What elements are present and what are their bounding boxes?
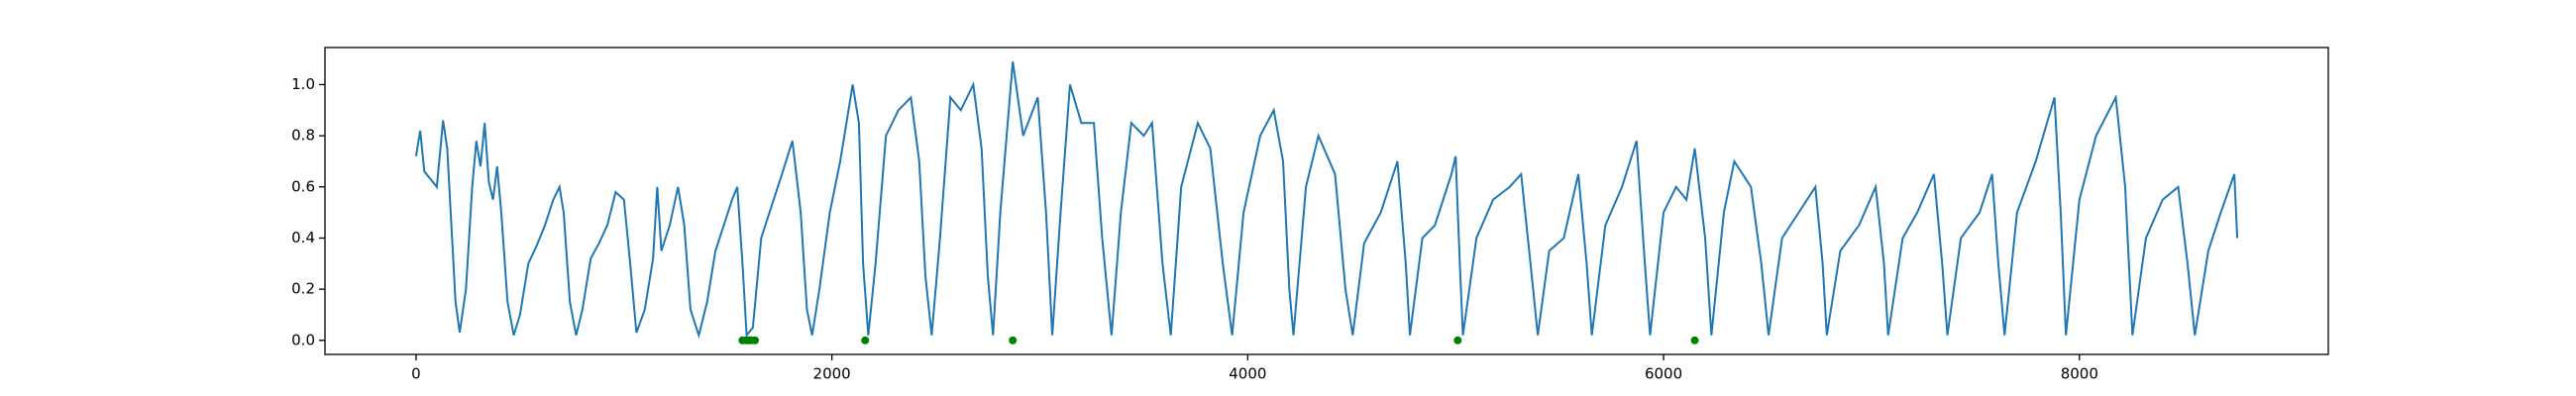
x-tick-label: 0	[411, 365, 421, 383]
x-tick-label: 8000	[2061, 365, 2098, 383]
y-tick-label: 0.6	[291, 177, 315, 195]
data-point	[1009, 336, 1018, 345]
data-point	[861, 336, 870, 345]
x-tick-label: 2000	[813, 365, 851, 383]
data-point	[750, 336, 759, 345]
data-point	[1690, 336, 1699, 345]
x-tick-label: 6000	[1645, 365, 1682, 383]
y-tick-label: 0.4	[291, 229, 315, 247]
y-tick-label: 0.8	[291, 127, 315, 145]
x-tick-label: 4000	[1229, 365, 1266, 383]
data-line	[414, 61, 2239, 340]
axes-frame	[324, 47, 2329, 355]
y-tick-label: 1.0	[291, 75, 315, 93]
y-tick-label: 0.2	[291, 280, 315, 298]
y-tick-label: 0.0	[291, 331, 315, 348]
data-point	[1453, 336, 1462, 345]
